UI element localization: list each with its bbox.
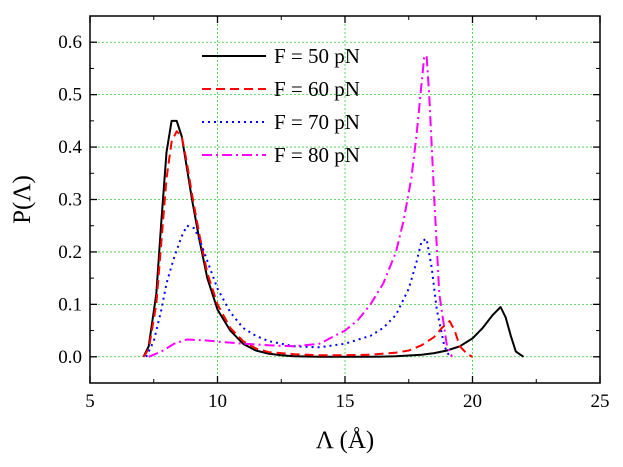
series-line-3: [145, 224, 451, 358]
y-tick-label: 0.3: [58, 190, 82, 211]
legend-label-2: F = 60 pN: [274, 77, 360, 101]
series-line-1: [142, 119, 525, 358]
y-tick-label: 0.6: [58, 32, 82, 53]
legend-label-4: F = 80 pN: [274, 143, 360, 167]
series-line-4: [148, 54, 453, 358]
y-tick-label: 0.0: [58, 347, 82, 368]
legend: F = 50 pN F = 60 pN F = 70 pN F = 80 pN: [202, 44, 360, 167]
x-axis-label: Λ (Å): [316, 427, 374, 454]
ticks: [89, 15, 601, 383]
y-tick-label: 0.1: [58, 294, 82, 315]
series-layer: [142, 54, 525, 358]
grid: [90, 16, 600, 383]
x-tick-label: 5: [85, 391, 95, 412]
x-tick-label: 10: [208, 391, 227, 412]
x-tick-label: 15: [336, 391, 355, 412]
legend-label-3: F = 70 pN: [274, 110, 360, 134]
x-tick-label: 25: [591, 391, 610, 412]
legend-label-1: F = 50 pN: [274, 44, 360, 68]
series-line-2: [142, 130, 473, 358]
y-tick-label: 0.5: [58, 85, 82, 106]
y-axis-label: P(Λ): [9, 175, 36, 224]
tick-labels: 5 10 15 20 25 0.0 0.1 0.2 0.3 0.4 0.5 0.6: [58, 32, 609, 412]
y-tick-label: 0.4: [58, 137, 82, 158]
y-tick-label: 0.2: [58, 242, 82, 263]
x-tick-label: 20: [463, 391, 482, 412]
